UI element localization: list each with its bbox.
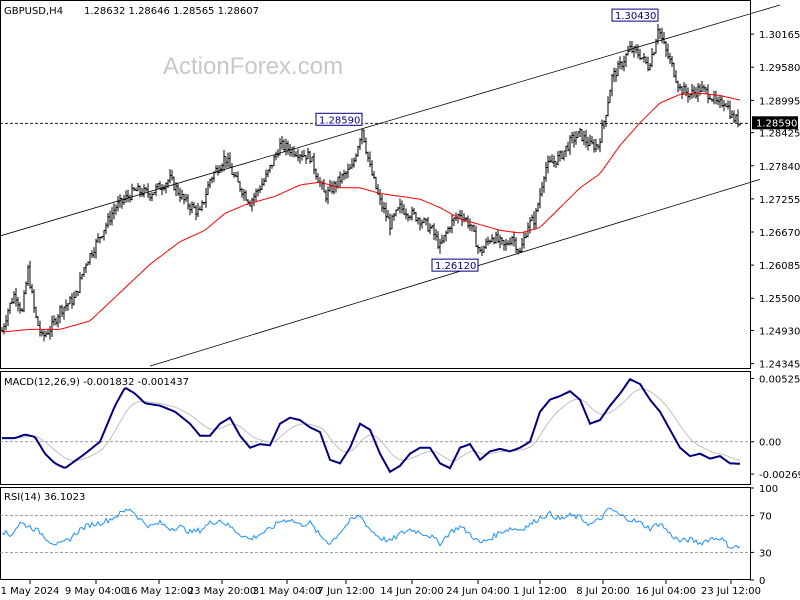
macd-tick-label: -0.00269 bbox=[759, 470, 800, 481]
macd-title: MACD(12,26,9) -0.001832 -0.001437 bbox=[4, 377, 189, 388]
annotation-label: 1.30430 bbox=[615, 11, 656, 22]
annotation-label: 1.28590 bbox=[319, 115, 360, 126]
price-tick-label: 1.25500 bbox=[759, 294, 800, 305]
x-tick-label: 7 Jun 12:00 bbox=[317, 586, 374, 597]
macd-signal-line bbox=[2, 388, 741, 462]
x-tick-label: 1 Jul 12:00 bbox=[513, 586, 567, 597]
rsi-tick-label: 70 bbox=[759, 512, 772, 523]
annotation-box bbox=[315, 112, 363, 126]
symbol-label: GBPUSD,H4 bbox=[4, 6, 63, 17]
price-tick-label: 1.30165 bbox=[759, 30, 800, 41]
price-tick-label: 1.24345 bbox=[759, 360, 800, 371]
macd-tick-label: 0.005257 bbox=[759, 375, 800, 386]
x-tick-label: 16 May 12:00 bbox=[125, 586, 194, 597]
rsi-panel bbox=[0, 487, 751, 580]
price-tick-label: 1.24930 bbox=[759, 327, 800, 338]
x-tick-label: 16 Jul 04:00 bbox=[636, 586, 696, 597]
watermark: ActionForex.com bbox=[163, 53, 343, 80]
macd-tick-label: 0.00 bbox=[759, 438, 781, 449]
price-tick-label: 1.29580 bbox=[759, 63, 800, 74]
x-tick-label: 23 May 20:00 bbox=[188, 586, 257, 597]
price-tick-label: 1.28995 bbox=[759, 96, 800, 107]
rsi-title: RSI(14) 36.1023 bbox=[4, 492, 85, 503]
macd-layer bbox=[0, 377, 750, 474]
x-tick-label: 8 Jul 20:00 bbox=[576, 586, 630, 597]
annotation-box bbox=[611, 8, 659, 22]
annotation-box bbox=[431, 258, 479, 272]
macd-main-line bbox=[2, 377, 740, 474]
ohlc-label: 1.28632 1.28646 1.28565 1.28607 bbox=[84, 6, 259, 17]
axis-layer: 1.30165 1.29580 1.28995 1.28425 1.27840 1.272… bbox=[1, 30, 800, 597]
price-tick-label: 1.27840 bbox=[759, 162, 800, 173]
price-tick-label: 1.26670 bbox=[759, 228, 800, 239]
rsi-tick-label: 30 bbox=[759, 548, 772, 559]
price-layer: 1.28590 1.30430 1.26120 bbox=[0, 4, 781, 367]
rsi-tick-label: 100 bbox=[759, 484, 778, 495]
current-price-box bbox=[752, 116, 798, 130]
annotation-label: 1.26120 bbox=[435, 261, 476, 272]
price-tick-label: 1.27255 bbox=[759, 195, 800, 206]
current-price-label: 1.28590 bbox=[756, 118, 797, 129]
x-tick-label: 23 Jul 12:00 bbox=[701, 586, 761, 597]
price-tick-label: 1.26085 bbox=[759, 261, 800, 272]
rsi-line bbox=[1, 507, 741, 550]
rsi-tick-label: 0 bbox=[759, 576, 765, 587]
channel-lower-line bbox=[149, 178, 761, 367]
macd-panel bbox=[0, 371, 751, 485]
x-tick-label: 24 Jun 04:00 bbox=[446, 586, 510, 597]
moving-average-line bbox=[1, 92, 741, 333]
x-tick-label: 1 May 2024 bbox=[1, 586, 60, 597]
x-tick-label: 14 Jun 20:00 bbox=[380, 586, 444, 597]
price-tick-label: 1.28425 bbox=[759, 129, 800, 140]
x-tick-label: 31 May 04:00 bbox=[253, 586, 322, 597]
x-tick-label: 9 May 04:00 bbox=[65, 586, 127, 597]
rsi-layer bbox=[0, 507, 750, 553]
